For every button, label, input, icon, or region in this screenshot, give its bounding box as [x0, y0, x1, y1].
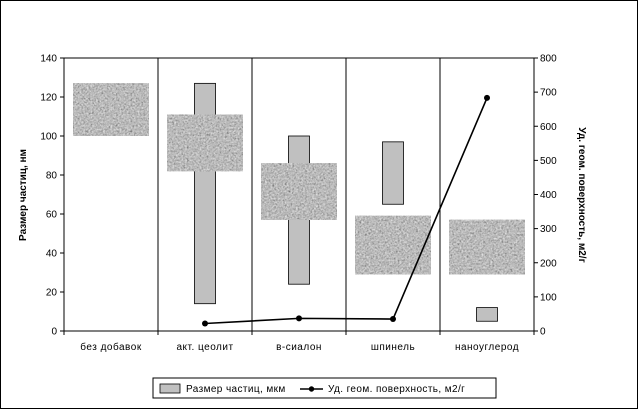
micrograph-images — [73, 83, 525, 275]
left-tick-label: 140 — [40, 54, 57, 65]
surface-area-point — [484, 94, 490, 101]
surface-area-line — [202, 94, 490, 327]
category-dividers — [157, 58, 441, 331]
right-tick-label: 100 — [540, 292, 557, 303]
left-tick-label: 60 — [46, 210, 58, 221]
right-tick-label: 0 — [540, 327, 546, 338]
micrograph-texture — [261, 163, 337, 220]
particle-size-bar — [476, 307, 498, 322]
left-tick-label: 40 — [46, 249, 58, 260]
legend-label-line: Уд. геом. поверхность, м2/г — [328, 384, 465, 395]
left-y-axis: 0 20 40 60 80 100 120 140 — [40, 54, 64, 338]
category-label: без добавок — [80, 341, 142, 353]
left-tick-label: 80 — [46, 171, 58, 182]
micrograph-texture — [73, 83, 149, 136]
surface-area-polyline — [204, 97, 488, 325]
right-tick-label: 600 — [540, 122, 557, 133]
right-axis-title: Уд. геом. поверхность, м2/г — [576, 127, 587, 263]
legend: Размер частиц, мкм Уд. геом. поверхность… — [152, 377, 497, 399]
surface-area-point — [296, 315, 302, 322]
right-tick-label: 800 — [540, 54, 557, 65]
sem-micrograph — [261, 163, 337, 220]
right-y-axis: 0 100 200 300 400 500 600 700 800 — [534, 54, 557, 338]
legend-swatch-bar — [159, 383, 181, 394]
category-label: в-сиалон — [276, 342, 322, 353]
category-label: шпинель — [371, 342, 415, 353]
particle-size-bar — [382, 141, 404, 205]
right-tick-label: 700 — [540, 88, 557, 99]
x-axis: без добавок акт. цеолит в-сиалон шпинель нан… — [63, 331, 535, 353]
micrograph-texture — [449, 219, 525, 275]
surface-area-point — [390, 316, 396, 323]
micrograph-texture — [167, 114, 243, 172]
right-tick-label: 200 — [540, 258, 557, 269]
micrograph-texture — [355, 215, 431, 275]
left-tick-label: 100 — [40, 132, 57, 143]
legend-swatch-marker — [308, 386, 315, 392]
right-tick-label: 400 — [540, 190, 557, 201]
legend-label-bar: Размер частиц, мкм — [186, 384, 286, 395]
right-tick-label: 300 — [540, 224, 557, 235]
left-tick-label: 20 — [46, 288, 58, 299]
left-tick-label: 0 — [51, 327, 57, 338]
category-label: акт. цеолит — [176, 342, 233, 353]
sem-micrograph — [73, 83, 149, 136]
surface-area-point — [202, 320, 208, 327]
sem-micrograph — [449, 219, 525, 275]
sem-micrograph — [355, 215, 431, 275]
left-tick-label: 120 — [40, 93, 57, 104]
left-axis-title: Размер частиц, нм — [18, 149, 29, 241]
category-label: наноуглерод — [455, 342, 519, 353]
right-tick-label: 500 — [540, 156, 557, 167]
sem-micrograph — [167, 114, 243, 172]
